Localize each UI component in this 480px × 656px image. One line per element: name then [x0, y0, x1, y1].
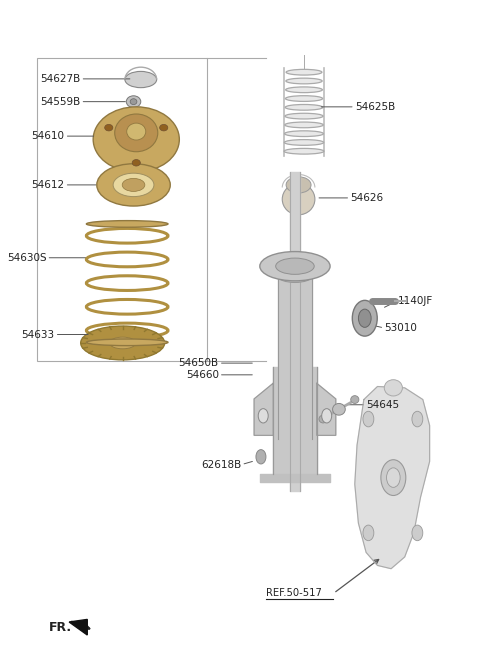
Ellipse shape: [286, 70, 322, 75]
Ellipse shape: [333, 403, 345, 415]
Ellipse shape: [282, 184, 315, 215]
Ellipse shape: [86, 339, 168, 346]
Ellipse shape: [105, 125, 113, 131]
Ellipse shape: [384, 380, 402, 396]
Text: 54630S: 54630S: [7, 253, 47, 263]
Ellipse shape: [278, 270, 312, 283]
Ellipse shape: [276, 258, 314, 274]
Ellipse shape: [322, 409, 332, 423]
Ellipse shape: [286, 78, 322, 84]
Ellipse shape: [284, 148, 324, 154]
Ellipse shape: [412, 411, 423, 427]
Ellipse shape: [81, 326, 165, 360]
Text: 54660: 54660: [186, 370, 219, 380]
Text: 54625B: 54625B: [355, 102, 395, 112]
Ellipse shape: [122, 178, 145, 192]
Ellipse shape: [351, 396, 359, 403]
Polygon shape: [355, 386, 430, 569]
Polygon shape: [254, 383, 273, 436]
Ellipse shape: [363, 525, 374, 541]
Ellipse shape: [86, 220, 168, 227]
Ellipse shape: [381, 460, 406, 495]
Text: 54610: 54610: [32, 131, 65, 141]
Text: 54627B: 54627B: [40, 74, 81, 84]
Ellipse shape: [260, 251, 330, 281]
Ellipse shape: [286, 176, 311, 193]
Ellipse shape: [386, 468, 400, 487]
Ellipse shape: [132, 159, 140, 166]
Text: 54650B: 54650B: [179, 358, 219, 368]
Polygon shape: [69, 619, 87, 635]
Ellipse shape: [256, 449, 266, 464]
Ellipse shape: [286, 87, 323, 92]
Ellipse shape: [93, 107, 180, 172]
Text: 62618B: 62618B: [201, 460, 241, 470]
Ellipse shape: [319, 415, 327, 423]
Ellipse shape: [285, 131, 324, 136]
Ellipse shape: [412, 525, 423, 541]
Ellipse shape: [363, 411, 374, 427]
Ellipse shape: [285, 113, 323, 119]
Ellipse shape: [127, 123, 146, 140]
Text: 53010: 53010: [384, 323, 417, 333]
Text: 54559B: 54559B: [40, 96, 81, 107]
Text: 54645: 54645: [366, 400, 399, 410]
Ellipse shape: [284, 140, 324, 146]
Ellipse shape: [130, 98, 137, 104]
Ellipse shape: [258, 409, 268, 423]
Text: 1140JF: 1140JF: [398, 296, 433, 306]
Ellipse shape: [109, 337, 136, 349]
Ellipse shape: [285, 122, 324, 128]
Text: 54612: 54612: [32, 180, 65, 190]
Text: 54633: 54633: [22, 329, 55, 340]
Ellipse shape: [285, 104, 323, 110]
Ellipse shape: [97, 164, 170, 206]
Ellipse shape: [286, 96, 323, 102]
Text: FR.: FR.: [49, 621, 72, 634]
Text: 54626: 54626: [350, 193, 384, 203]
Ellipse shape: [352, 300, 377, 336]
Ellipse shape: [160, 125, 168, 131]
Text: REF.50-517: REF.50-517: [266, 588, 322, 598]
Ellipse shape: [125, 72, 156, 88]
Ellipse shape: [359, 309, 371, 327]
Ellipse shape: [115, 114, 158, 152]
Polygon shape: [317, 383, 336, 436]
Ellipse shape: [113, 173, 154, 197]
Ellipse shape: [126, 96, 141, 108]
